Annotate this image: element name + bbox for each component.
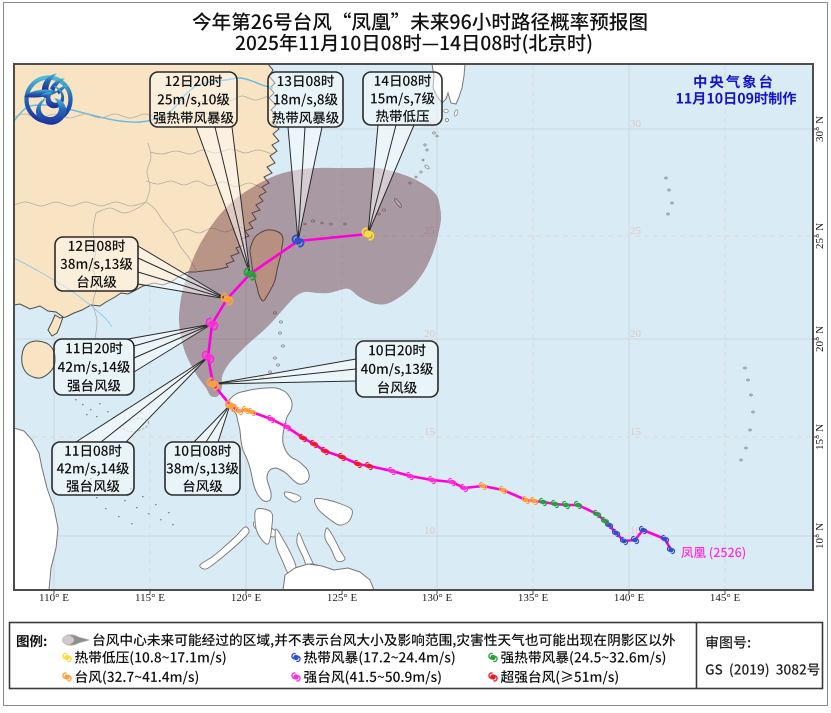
svg-text:20° N: 20° N [814,326,826,352]
svg-text:30: 30 [424,118,436,130]
svg-text:110° E: 110° E [39,592,69,604]
svg-text:140° E: 140° E [614,592,645,604]
svg-text:20: 20 [424,328,436,340]
svg-text:20: 20 [630,328,642,340]
svg-text:115° E: 115° E [135,592,165,604]
svg-text:25: 25 [630,225,642,237]
svg-text:10: 10 [630,525,642,537]
svg-text:125° E: 125° E [327,592,358,604]
svg-text:10: 10 [424,525,436,537]
svg-text:10° N: 10° N [814,523,826,549]
svg-text:25: 25 [424,225,436,237]
svg-text:120° E: 120° E [231,592,262,604]
svg-text:30: 30 [630,118,642,130]
svg-text:130° E: 130° E [422,592,453,604]
svg-text:15: 15 [630,426,642,438]
svg-text:15: 15 [424,426,436,438]
svg-text:25° N: 25° N [814,223,826,249]
svg-text:135° E: 135° E [518,592,549,604]
svg-text:30° N: 30° N [814,116,826,142]
svg-text:15° N: 15° N [814,424,826,450]
svg-text:145° E: 145° E [710,592,741,604]
